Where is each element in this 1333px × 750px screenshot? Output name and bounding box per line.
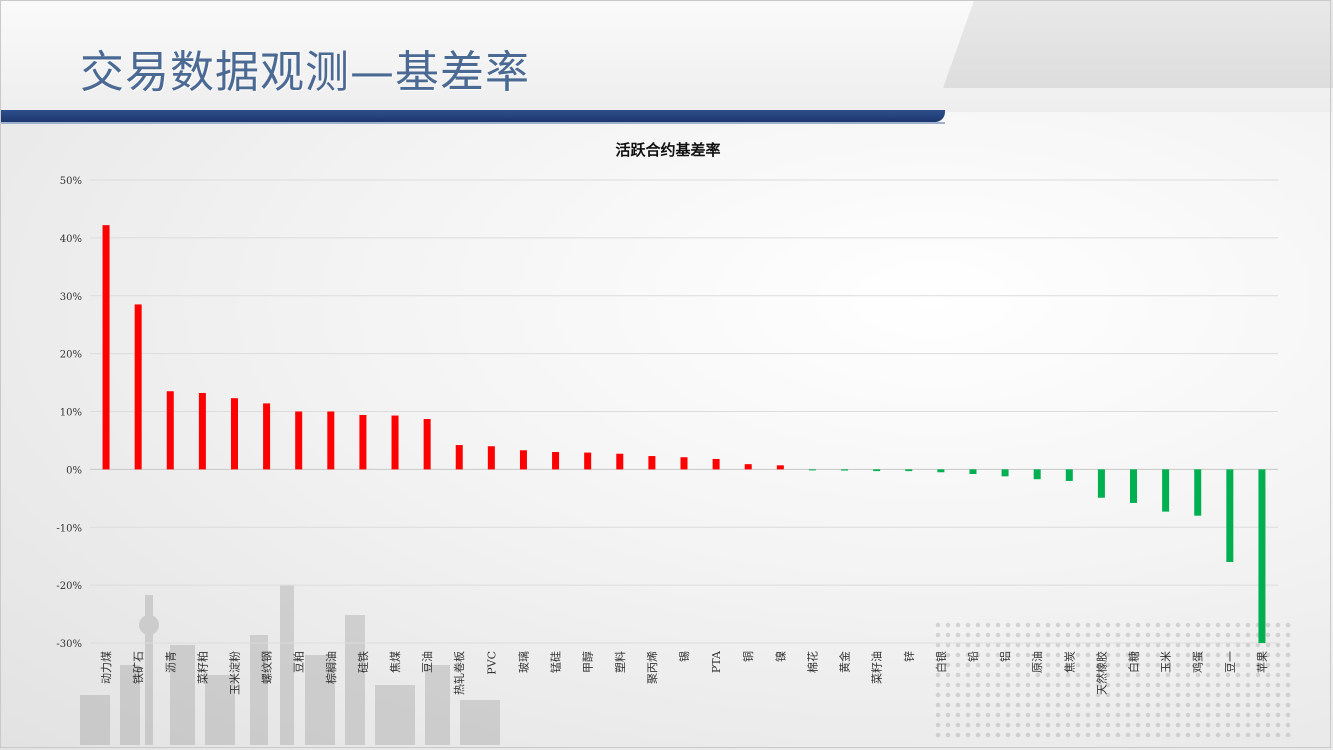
x-tick-label: 热轧卷板 — [452, 651, 466, 695]
bar-26 — [937, 469, 945, 473]
x-tick-label: 菜籽油 — [870, 651, 884, 684]
bar-16 — [616, 453, 624, 470]
bar-13 — [519, 450, 527, 470]
bar-5 — [263, 403, 271, 470]
bar-11 — [455, 445, 463, 470]
x-tick-label: 豆粕 — [292, 651, 306, 673]
bar-18 — [680, 457, 688, 470]
bar-4 — [230, 398, 238, 470]
y-tick-label: 40% — [60, 234, 82, 245]
bar-36 — [1258, 469, 1266, 643]
bar-33 — [1162, 469, 1170, 512]
dot-pattern-decoration — [933, 620, 1293, 740]
y-axis: 50% 40% 30% 20% 10% 0% -10% -20% -30% — [56, 176, 82, 650]
x-tick-label: 白糖 — [1127, 651, 1141, 673]
x-tick-label: 天然橡胶 — [1094, 651, 1108, 695]
x-tick-label: 铜 — [741, 651, 755, 662]
x-tick-label: 豆一 — [1224, 651, 1237, 673]
bar-6 — [295, 411, 303, 470]
bar-28 — [1001, 469, 1009, 477]
x-tick-label: 鸡蛋 — [1191, 651, 1205, 673]
x-tick-label: 白银 — [934, 651, 948, 673]
x-tick-label: 铝 — [998, 651, 1012, 662]
bar-2 — [166, 391, 174, 470]
x-tick-label: 硅铁 — [357, 651, 370, 673]
x-tick-label: 锰硅 — [549, 651, 563, 673]
bar-32 — [1130, 469, 1138, 503]
bar-7 — [327, 411, 335, 470]
bar-0 — [102, 225, 110, 470]
title-underline-shadow — [0, 122, 945, 124]
bar-31 — [1097, 469, 1105, 498]
bar-3 — [198, 392, 206, 470]
x-tick-label: PTA — [710, 650, 723, 673]
y-tick-label: 50% — [60, 176, 82, 187]
bar-15 — [584, 452, 592, 470]
x-tick-label: 焦煤 — [389, 651, 402, 673]
bar-14 — [552, 452, 560, 470]
x-tick-label: 黄金 — [838, 651, 852, 673]
x-tick-label: 铁矿石 — [132, 651, 145, 684]
bar-8 — [359, 414, 367, 470]
x-tick-label: 棉花 — [805, 651, 819, 673]
x-tick-label: 沥青 — [164, 651, 177, 673]
x-tick-label: 铅 — [966, 651, 980, 662]
bar-22 — [808, 469, 816, 471]
y-tick-label: 0% — [66, 465, 82, 476]
x-tick-label: PVC — [485, 651, 498, 675]
slide-title: 交易数据观测—基差率 — [80, 47, 530, 98]
x-tick-label: 玻璃 — [516, 651, 530, 673]
bar-27 — [969, 469, 977, 475]
skyline-decoration — [80, 585, 500, 745]
bar-9 — [391, 415, 399, 470]
x-tick-label: 苹果 — [1255, 651, 1269, 673]
x-tick-label: 螺纹钢 — [260, 651, 274, 684]
bar-21 — [776, 465, 784, 470]
x-tick-label: 原油 — [1030, 651, 1044, 673]
bar-34 — [1194, 469, 1202, 516]
x-tick-label: 甲醇 — [581, 651, 595, 673]
bar-35 — [1226, 469, 1234, 562]
bar-19 — [712, 458, 720, 470]
x-tick-label: 动力煤 — [100, 651, 113, 684]
bar-10 — [423, 419, 431, 470]
y-tick-label: -20% — [56, 581, 82, 592]
bar-24 — [873, 469, 881, 472]
bar-25 — [905, 469, 913, 472]
chart-bars — [102, 225, 1266, 643]
bar-12 — [487, 446, 495, 470]
x-tick-label: 焦炭 — [1063, 651, 1076, 673]
bar-30 — [1065, 469, 1073, 481]
x-tick-label: 塑料 — [613, 651, 627, 673]
x-tick-label: 玉米 — [1160, 651, 1173, 673]
x-tick-label: 棕榈油 — [324, 651, 338, 684]
x-tick-label: 镍 — [773, 651, 787, 662]
chart-gridlines — [90, 179, 1278, 644]
bar-1 — [134, 304, 142, 470]
bar-23 — [841, 469, 849, 471]
y-tick-label: 20% — [60, 350, 82, 361]
bar-20 — [744, 464, 752, 470]
x-tick-label: 聚丙烯 — [646, 651, 659, 684]
x-tick-label: 菜籽粕 — [195, 651, 209, 684]
x-tick-label: 豆油 — [420, 651, 434, 673]
y-tick-label: -30% — [56, 639, 82, 650]
y-tick-label: 30% — [60, 292, 82, 303]
y-tick-label: 10% — [60, 408, 82, 419]
x-tick-label: 锡 — [677, 651, 691, 662]
y-tick-label: -10% — [56, 523, 82, 534]
title-underline-bar — [0, 110, 945, 122]
bar-29 — [1033, 469, 1041, 480]
header-map-panel — [943, 0, 1333, 88]
x-tick-label: 锌 — [902, 651, 916, 662]
chart-title: 活跃合约基差率 — [615, 141, 720, 159]
x-axis: 动力煤 铁矿石 沥青 菜籽粕 玉米淀粉 螺纹钢 豆粕 棕榈油 硅铁 焦煤 豆油 热轧卷板 PVC 玻璃 锰硅… — [100, 650, 1269, 695]
bar-17 — [648, 456, 656, 470]
x-tick-label: 玉米淀粉 — [227, 651, 241, 695]
